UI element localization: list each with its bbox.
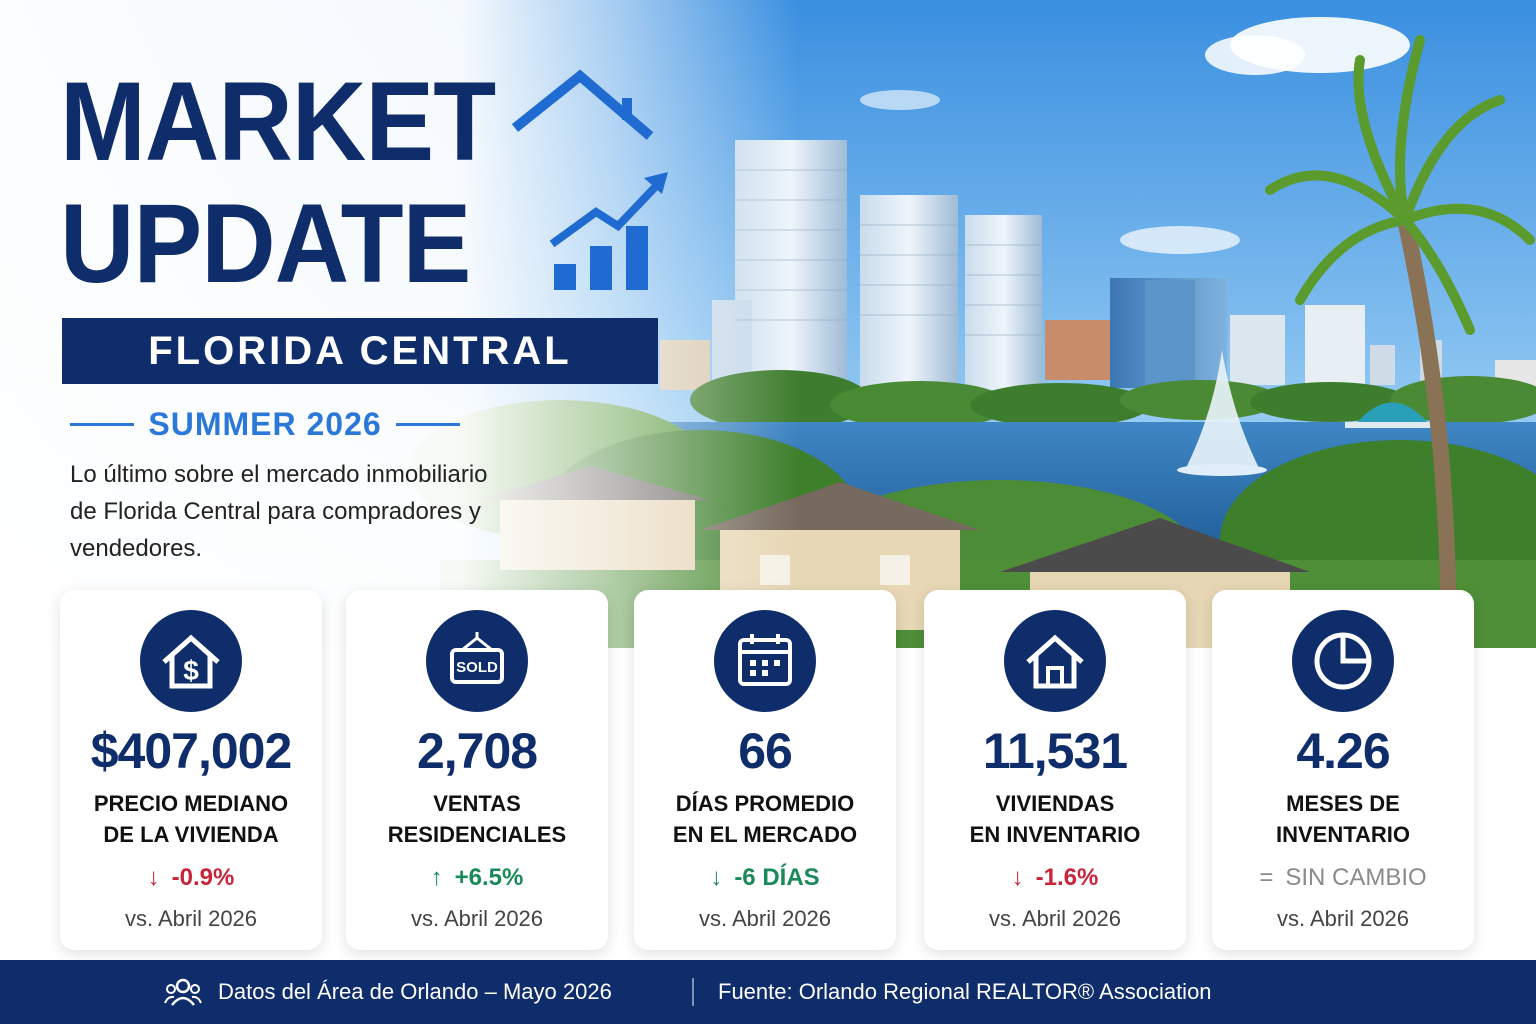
house-roof-growth-icon	[511, 69, 668, 290]
stat-value: 11,531	[982, 723, 1128, 779]
stat-comparison: vs. Abril 2026	[698, 906, 832, 931]
stat-change-value: +6.5%	[454, 864, 524, 891]
stat-value: 4.26	[1296, 723, 1390, 779]
title-line-market: MARKET	[60, 59, 496, 184]
calendar-icon	[714, 610, 816, 712]
stat-change-value: -6 DÍAS	[734, 864, 820, 891]
stat-change: ↓ -0.9%	[60, 864, 322, 892]
arrow-down-icon: ↓	[710, 864, 723, 891]
stat-comparison: vs. Abril 2026	[988, 906, 1122, 931]
season-line-left	[70, 422, 135, 426]
stat-label-line2: INVENTARIO	[1275, 822, 1411, 847]
stat-label-line1: DÍAS PROMEDIO	[675, 791, 855, 816]
stat-label-line2: EN INVENTARIO	[969, 822, 1141, 847]
stat-change: ↓ -1.6%	[924, 864, 1186, 892]
sold-sign-icon: SOLD	[426, 610, 528, 712]
house-icon	[1004, 610, 1106, 712]
svg-text:$: $	[183, 655, 199, 686]
stat-change: ↑ +6.5%	[346, 864, 608, 892]
region-banner: FLORIDA CENTRAL	[62, 318, 658, 384]
season-text: SUMMER 2026	[148, 405, 382, 442]
users-group-icon	[164, 978, 202, 1006]
stat-label-line2: DE LA VIVIENDA	[103, 822, 279, 847]
pie-chart-icon	[1292, 610, 1394, 712]
footer-area-text: Datos del Área de Orlando – Mayo 2026	[218, 979, 612, 1004]
stat-card-residential-sales: SOLD 2,708 VENTAS RESIDENCIALES ↑ +6.5% …	[346, 590, 608, 950]
stat-change-value: SIN CAMBIO	[1285, 864, 1427, 891]
stat-label-line1: PRECIO MEDIANO	[93, 791, 289, 816]
svg-text:SOLD: SOLD	[456, 659, 498, 676]
stat-card-homes-inventory: 11,531 VIVIENDAS EN INVENTARIO ↓ -1.6% v…	[924, 590, 1186, 950]
stat-label-line2: EN EL MERCADO	[672, 822, 858, 847]
footer-source: Fuente: Orlando Regional REALTOR® Associ…	[718, 979, 1212, 1004]
stat-card-median-price: $ $407,002 PRECIO MEDIANO DE LA VIVIENDA…	[60, 590, 322, 950]
house-dollar-icon: $	[140, 610, 242, 712]
season-line-right	[395, 422, 461, 426]
stat-comparison: vs. Abril 2026	[124, 906, 258, 931]
stat-label-line1: VENTAS	[433, 791, 521, 816]
stat-change-value: -1.6%	[1035, 864, 1099, 891]
stat-label-line1: VIVIENDAS	[995, 791, 1115, 816]
stat-comparison: vs. Abril 2026	[1276, 906, 1410, 931]
season-heading: SUMMER 2026	[70, 404, 461, 444]
stat-label: MESES DE INVENTARIO	[1212, 788, 1474, 850]
footer-divider	[692, 978, 694, 1006]
stat-change: ↓ -6 DÍAS	[634, 864, 896, 892]
stat-label: PRECIO MEDIANO DE LA VIVIENDA	[60, 788, 322, 850]
stat-value: $407,002	[90, 723, 293, 779]
equals-icon: =	[1259, 864, 1274, 891]
stat-change-value: -0.9%	[171, 864, 235, 891]
stat-label: VIVIENDAS EN INVENTARIO	[924, 788, 1186, 850]
stat-label: VENTAS RESIDENCIALES	[346, 788, 608, 850]
stat-card-months-inventory: 4.26 MESES DE INVENTARIO = SIN CAMBIO vs…	[1212, 590, 1474, 950]
stat-label: DÍAS PROMEDIO EN EL MERCADO	[634, 788, 896, 850]
arrow-up-icon: ↑	[430, 864, 443, 891]
stat-label-line2: RESIDENCIALES	[387, 822, 567, 847]
stat-label-line1: MESES DE	[1286, 791, 1400, 816]
stat-card-days-on-market: 66 DÍAS PROMEDIO EN EL MERCADO ↓ -6 DÍAS…	[634, 590, 896, 950]
footer-bar: Datos del Área de Orlando – Mayo 2026 Fu…	[0, 960, 1536, 1024]
stat-value: 66	[738, 723, 793, 779]
arrow-down-icon: ↓	[1011, 864, 1024, 891]
title-line-update: UPDATE	[60, 181, 471, 306]
footer-area: Datos del Área de Orlando – Mayo 2026	[164, 977, 612, 1007]
arrow-down-icon: ↓	[147, 864, 160, 891]
stat-change: = SIN CAMBIO	[1212, 864, 1474, 892]
intro-text: Lo último sobre el mercado inmobiliario …	[70, 461, 488, 562]
stat-comparison: vs. Abril 2026	[410, 906, 544, 931]
stat-value: 2,708	[416, 723, 538, 779]
